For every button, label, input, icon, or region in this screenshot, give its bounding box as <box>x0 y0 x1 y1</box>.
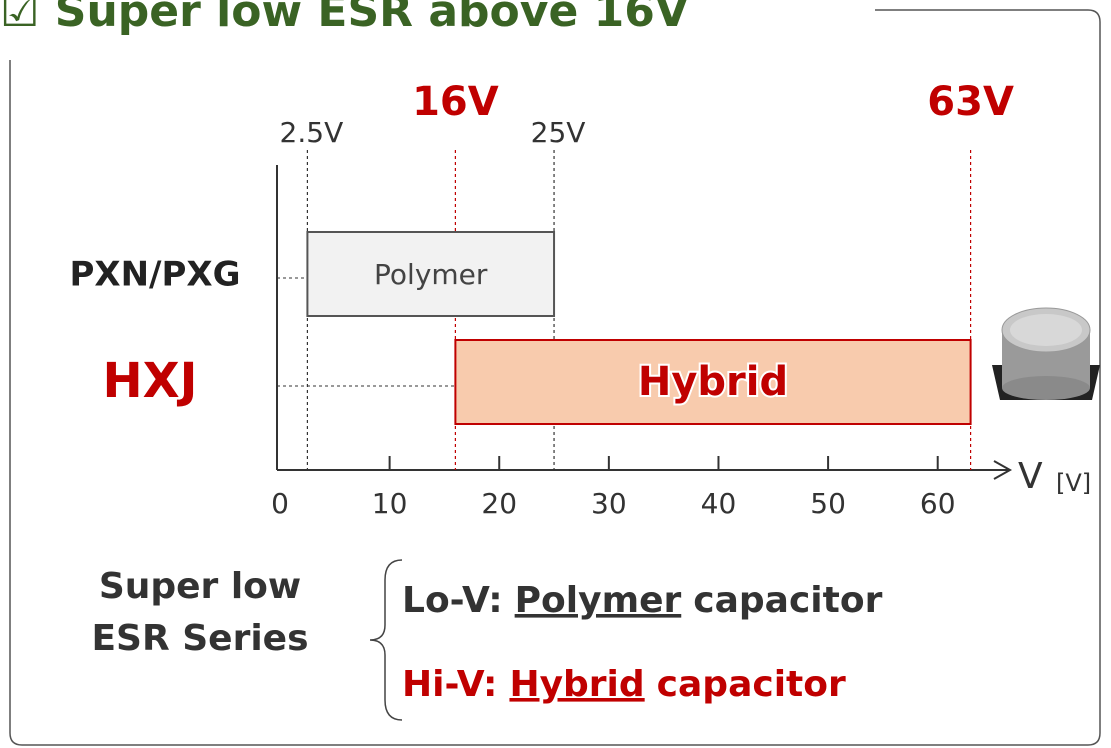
note-suffix: capacitor <box>657 664 846 705</box>
x-tick-label: 20 <box>481 487 517 520</box>
x-tick-label: 0 <box>271 487 289 520</box>
bar-label: Polymer <box>374 258 488 291</box>
x-axis-label: V <box>1018 456 1043 497</box>
x-axis-unit: [V] <box>1056 469 1091 497</box>
x-tick-label: 30 <box>591 487 627 520</box>
reference-label: 63V <box>927 79 1014 125</box>
title: ☑ Super low ESR above 16V <box>0 0 689 37</box>
note-prefix: Hi-V: <box>402 664 497 705</box>
capacitor-image <box>992 308 1100 400</box>
note-heading: ESR Series <box>91 618 308 659</box>
note-heading: Super low <box>99 566 301 607</box>
x-tick-label: 50 <box>810 487 846 520</box>
note-line: Hi-V: Hybrid capacitor <box>402 664 846 705</box>
note-suffix: capacitor <box>693 580 882 621</box>
note-term: Hybrid <box>509 664 644 705</box>
reference-label: 25V <box>531 116 586 149</box>
x-tick-label: 10 <box>372 487 408 520</box>
category-label: PXN/PXG <box>69 255 240 295</box>
reference-label: 2.5V <box>280 116 344 149</box>
category-label: HXJ <box>102 353 197 409</box>
x-tick-label: 40 <box>701 487 737 520</box>
note-line: Lo-V: Polymer capacitor <box>402 580 883 621</box>
bar-label: Hybrid <box>638 359 788 405</box>
note-term: Polymer <box>515 580 682 621</box>
x-tick-label: 60 <box>920 487 956 520</box>
chart: ☑ Super low ESR above 16V 0 10 20 30 40 50 60 V… <box>0 0 1111 748</box>
reference-label: 16V <box>412 79 499 125</box>
note-prefix: Lo-V: <box>402 580 503 621</box>
brace <box>370 560 402 720</box>
